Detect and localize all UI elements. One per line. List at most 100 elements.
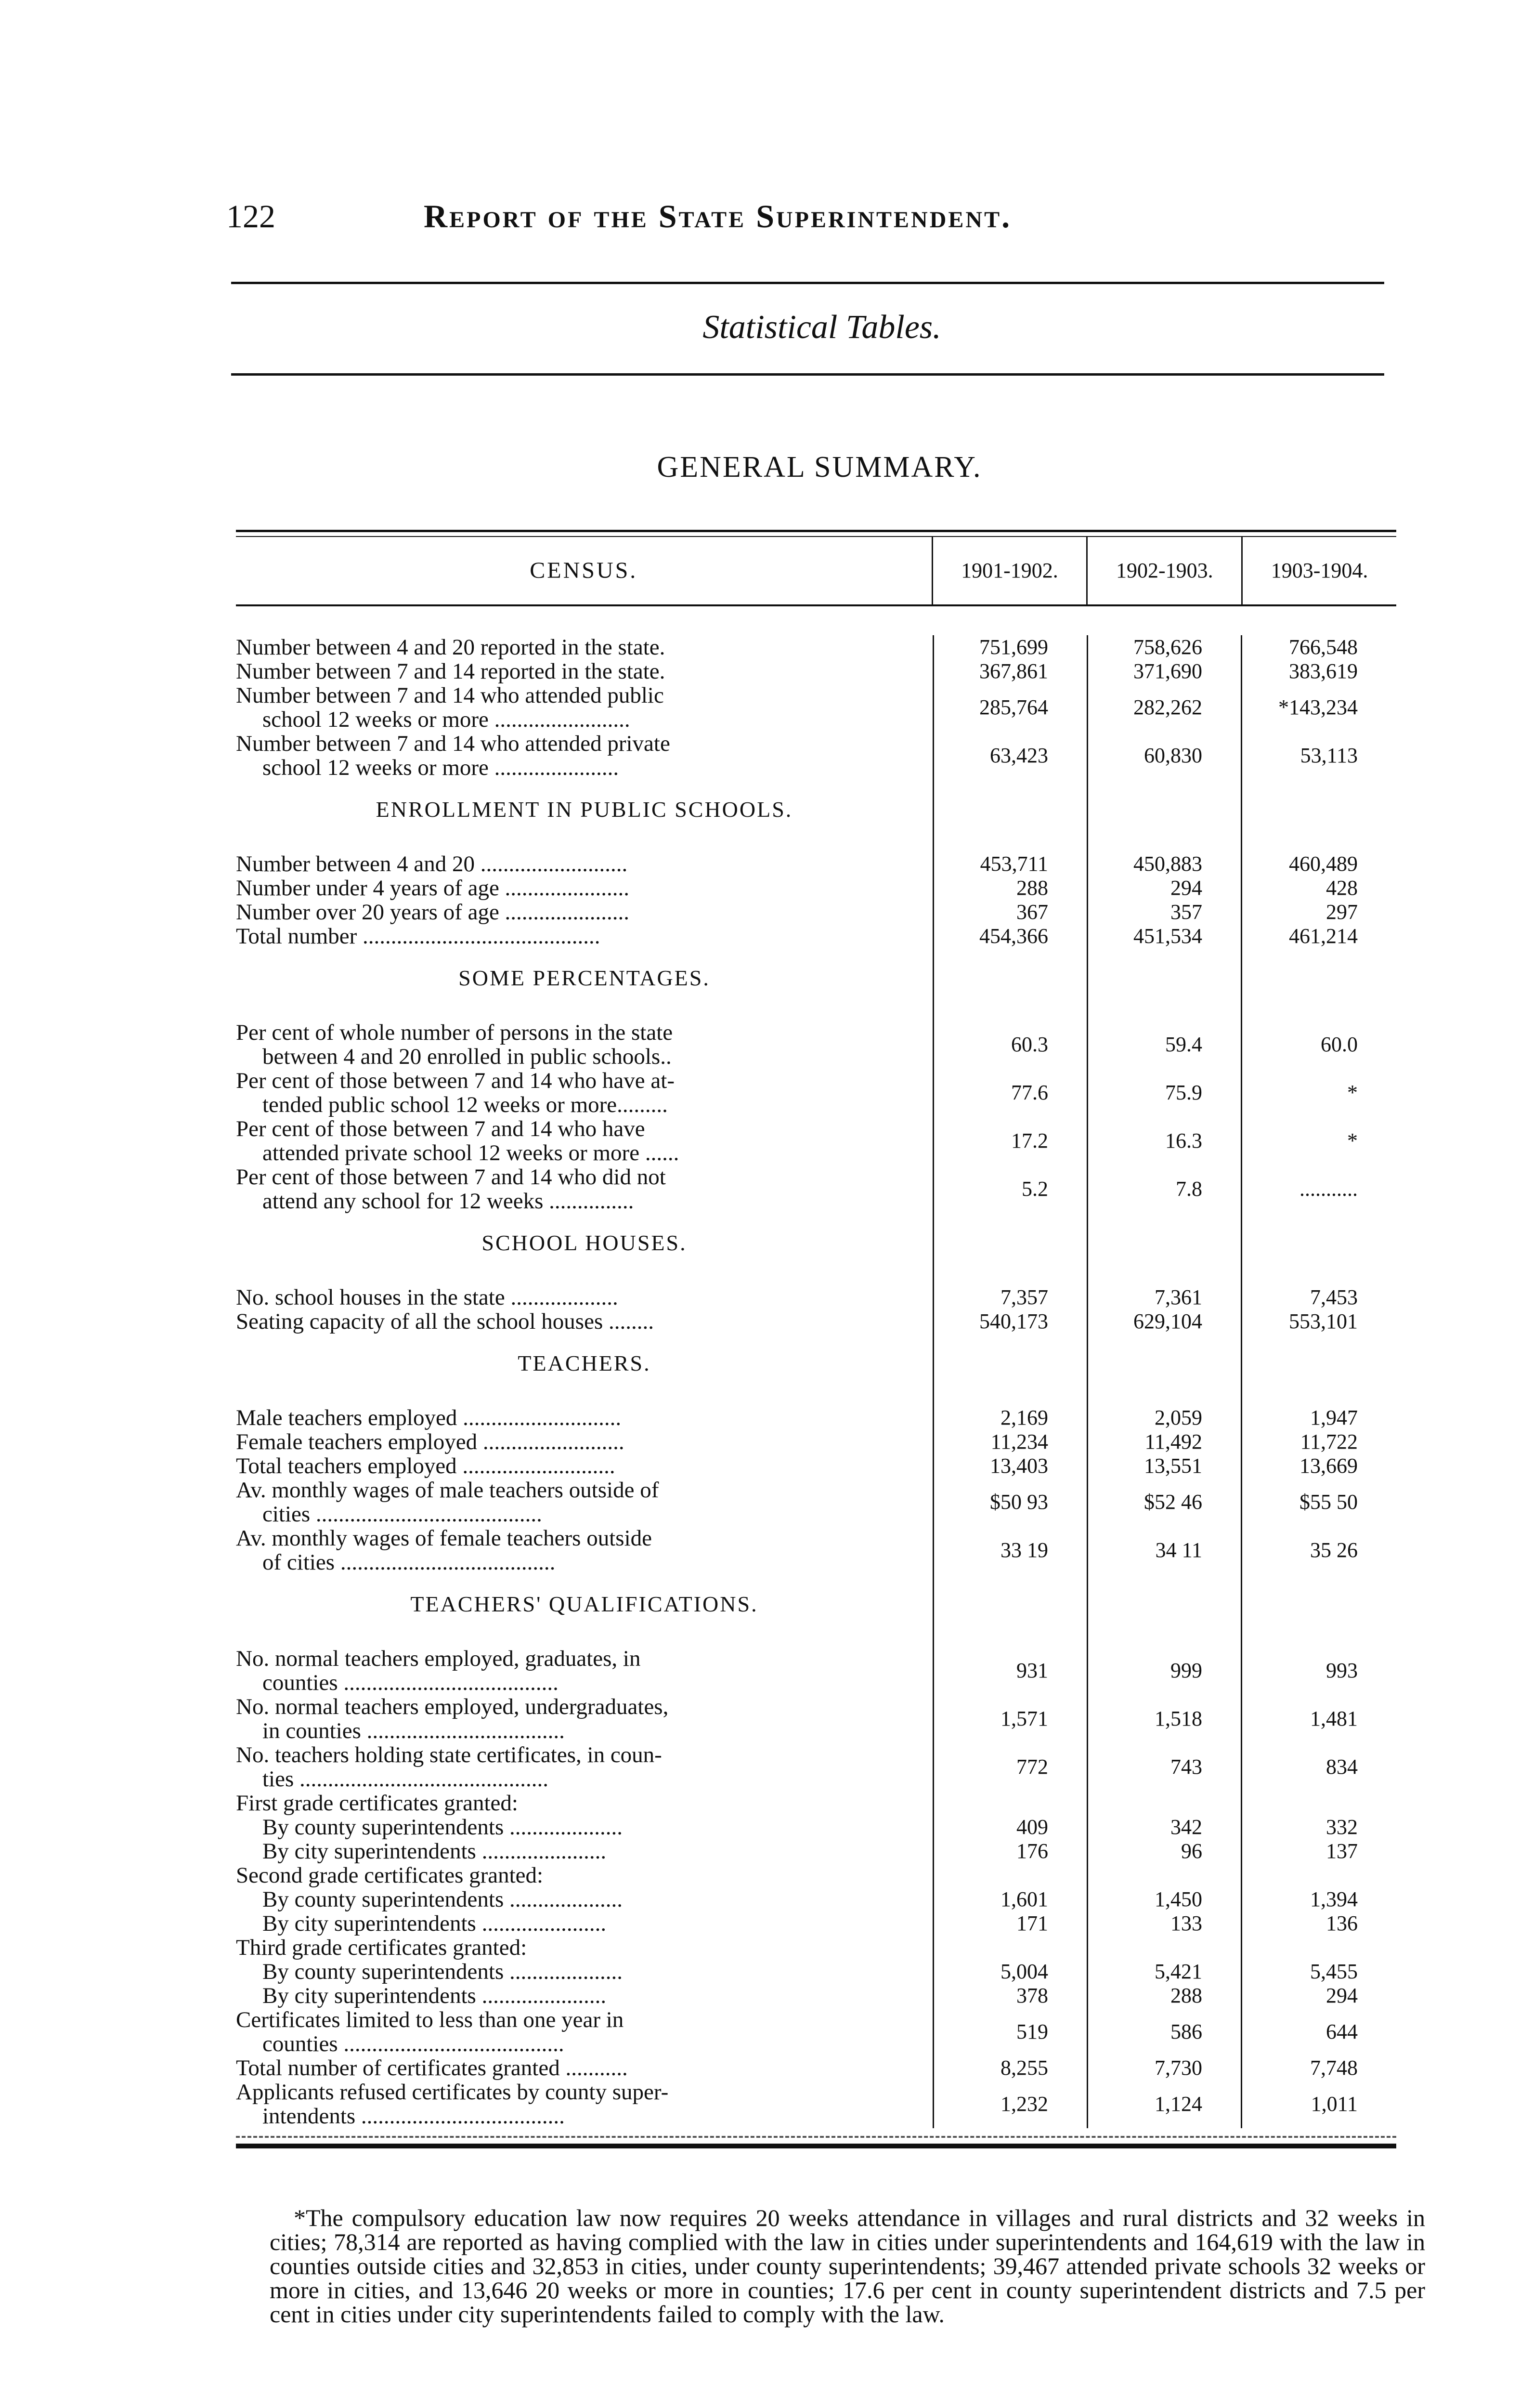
row-label-text: Total teachers employed ................… <box>236 1453 615 1479</box>
empty-cell <box>1088 780 1242 852</box>
row-label-continuation: attend any school for 12 weeks .........… <box>262 1189 634 1214</box>
section-heading-row: TEACHERS' QUALIFICATIONS. <box>236 1574 1396 1647</box>
row-label-continuation: of cities ..............................… <box>262 1550 556 1575</box>
value-cell <box>1242 1936 1396 1960</box>
table-row: By city superintendents ................… <box>236 1984 1396 2008</box>
table-row: By county superintendents ..............… <box>236 1960 1396 1984</box>
row-label: Per cent of those between 7 and 14 who d… <box>236 1165 934 1213</box>
value-cell: 629,104 <box>1088 1309 1242 1334</box>
value-cell: 59.4 <box>1088 1021 1242 1069</box>
row-label-text: Male teachers employed .................… <box>236 1405 622 1430</box>
table-row: Total teachers employed ................… <box>236 1454 1396 1478</box>
row-label-text: Number between 7 and 14 who attended pri… <box>236 731 670 756</box>
row-label: Per cent of whole number of persons in t… <box>236 1021 934 1069</box>
row-label: First grade certificates granted: <box>236 1791 934 1815</box>
value-cell: 383,619 <box>1289 659 1358 683</box>
value-cell: 294 <box>1088 876 1242 900</box>
column-header-census: CENSUS. <box>530 558 638 583</box>
value-cell: 13,403 <box>934 1454 1088 1478</box>
row-label: No. normal teachers employed, undergradu… <box>236 1695 934 1743</box>
row-label-continuation: counties ...............................… <box>262 2031 564 2056</box>
row-label: Female teachers employed ...............… <box>236 1430 934 1454</box>
table-row: Total number of certificates granted ...… <box>236 2056 1396 2080</box>
value-cell: 454,366 <box>934 924 1088 948</box>
row-label-text: Total number of certificates granted ...… <box>236 2055 628 2081</box>
row-label: Per cent of those between 7 and 14 who h… <box>236 1117 934 1165</box>
value-cell: 993 <box>1326 1659 1358 1682</box>
table-row: By county superintendents ..............… <box>236 1815 1396 1839</box>
row-label: Av. monthly wages of male teachers outsi… <box>236 1478 934 1526</box>
divider <box>231 373 1384 376</box>
value-cell: 5.2 <box>934 1165 1088 1213</box>
empty-cell <box>1242 1213 1396 1285</box>
value-cell: 5,455 <box>1310 1960 1358 1983</box>
table-row: Certificates limited to less than one ye… <box>236 2008 1396 2056</box>
value-cell: 1,481 <box>1310 1707 1358 1730</box>
row-label-text: Av. monthly wages of male teachers outsi… <box>236 1478 659 1503</box>
table-row: First grade certificates granted: <box>236 1791 1396 1815</box>
section-heading: TEACHERS' QUALIFICATIONS. <box>236 1574 934 1647</box>
row-label: By city superintendents ................… <box>236 1839 934 1863</box>
value-cell: 451,534 <box>1088 924 1242 948</box>
row-label-continuation: school 12 weeks or more ................… <box>262 755 619 780</box>
value-cell: 1,518 <box>1088 1695 1242 1743</box>
table-row: No. normal teachers employed, undergradu… <box>236 1695 1396 1743</box>
empty-cell <box>934 948 1088 1021</box>
page-number: 122 <box>226 198 275 235</box>
value-cell: 60,830 <box>1088 732 1242 780</box>
value-cell: 5,421 <box>1088 1960 1242 1984</box>
row-label-continuation: attended private school 12 weeks or more… <box>262 1140 679 1165</box>
value-cell: 2,169 <box>934 1406 1088 1430</box>
table-top-rule <box>236 530 1396 537</box>
row-label-text: Per cent of those between 7 and 14 who d… <box>236 1165 666 1190</box>
row-label-text: By city superintendents ................… <box>262 1839 607 1864</box>
table-row: Per cent of whole number of persons in t… <box>236 1021 1396 1069</box>
table-row: Number under 4 years of age ............… <box>236 876 1396 900</box>
value-cell: 342 <box>1088 1815 1242 1839</box>
table-bottom-rule <box>236 2144 1396 2148</box>
row-label-text: Per cent of whole number of persons in t… <box>236 1020 673 1045</box>
row-label-text: Female teachers employed ...............… <box>236 1429 624 1454</box>
empty-cell <box>1088 1574 1242 1647</box>
value-cell <box>1242 1863 1396 1887</box>
value-cell: 11,722 <box>1300 1430 1358 1453</box>
divider <box>231 282 1384 284</box>
row-label: No. normal teachers employed, graduates,… <box>236 1647 934 1695</box>
value-cell: 60.0 <box>1321 1033 1358 1056</box>
value-cell: 367 <box>934 900 1088 924</box>
value-cell: 133 <box>1088 1911 1242 1936</box>
value-cell: *143,234 <box>1278 695 1358 719</box>
value-cell: 171 <box>934 1911 1088 1936</box>
table-row: Number between 7 and 14 reported in the … <box>236 659 1396 683</box>
row-label: Number under 4 years of age ............… <box>236 876 934 900</box>
value-cell: 5,004 <box>934 1960 1088 1984</box>
row-label-text: By county superintendents ..............… <box>262 1815 623 1840</box>
row-label-continuation: school 12 weeks or more ................… <box>262 707 630 732</box>
value-cell: 136 <box>1326 1911 1358 1935</box>
value-cell: 453,711 <box>934 852 1088 876</box>
table-row: No. normal teachers employed, graduates,… <box>236 1647 1396 1695</box>
value-cell <box>934 1863 1088 1887</box>
value-cell: 8,255 <box>934 2056 1088 2080</box>
value-cell: 357 <box>1088 900 1242 924</box>
table-row: Per cent of those between 7 and 14 who h… <box>236 1117 1396 1165</box>
value-cell: $52 46 <box>1088 1478 1242 1526</box>
value-cell: 1,601 <box>934 1887 1088 1911</box>
summary-table: CENSUS. 1901-1902. 1902-1903. 1903-1904.… <box>236 530 1396 2148</box>
row-label: No. teachers holding state certificates,… <box>236 1743 934 1791</box>
column-header-year: 1903-1904. <box>1241 537 1396 604</box>
table-row: Applicants refused certificates by count… <box>236 2080 1396 2128</box>
section-heading-row: TEACHERS. <box>236 1334 1396 1406</box>
value-cell: 1,232 <box>934 2080 1088 2128</box>
page-title: GENERAL SUMMARY. <box>657 451 982 484</box>
value-cell: 766,548 <box>1289 635 1358 659</box>
value-cell: 282,262 <box>1088 683 1242 732</box>
value-cell: $50 93 <box>934 1478 1088 1526</box>
table-row: Female teachers employed ...............… <box>236 1430 1396 1454</box>
value-cell: 137 <box>1326 1839 1358 1863</box>
value-cell: 13,669 <box>1299 1454 1358 1478</box>
value-cell: 77.6 <box>934 1069 1088 1117</box>
row-label-text: First grade certificates granted: <box>236 1791 518 1816</box>
value-cell <box>1242 1791 1396 1815</box>
value-cell <box>1088 1791 1242 1815</box>
